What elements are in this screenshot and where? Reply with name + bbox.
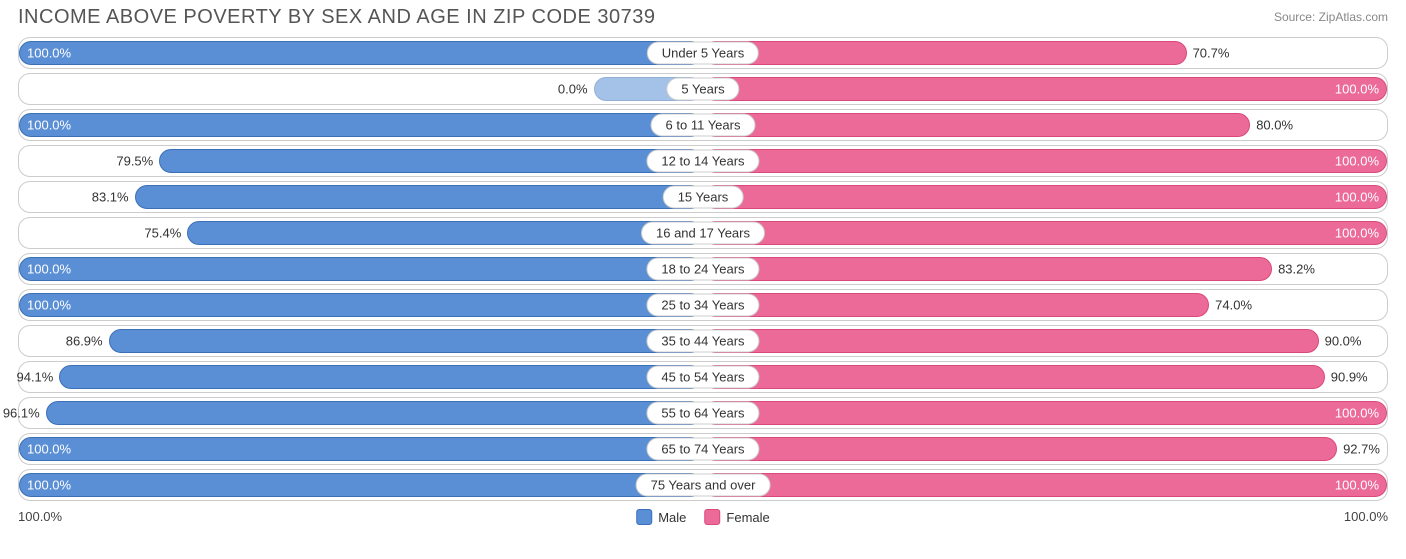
axis-left-label: 100.0% — [18, 509, 62, 524]
legend-female-label: Female — [726, 510, 769, 525]
legend-male: Male — [636, 509, 686, 525]
female-bar — [703, 113, 1250, 137]
male-value-label: 100.0% — [27, 442, 71, 457]
male-value-label: 100.0% — [27, 298, 71, 313]
male-value-label: 79.5% — [116, 154, 153, 169]
chart-row: 79.5% 100.0% 12 to 14 Years — [18, 145, 1388, 177]
category-label: Under 5 Years — [647, 42, 759, 65]
chart-row: 86.9% 90.0% 35 to 44 Years — [18, 325, 1388, 357]
category-label: 16 and 17 Years — [641, 222, 765, 245]
category-label: 15 Years — [663, 186, 744, 209]
female-value-label: 80.0% — [1256, 118, 1293, 133]
male-value-label: 94.1% — [16, 370, 53, 385]
chart-area: 100.0% 70.7% Under 5 Years 0.0% 100.0% 5 Year… — [0, 33, 1406, 501]
male-bar — [19, 473, 703, 497]
legend-female: Female — [704, 509, 769, 525]
male-bar — [135, 185, 703, 209]
chart-title: INCOME ABOVE POVERTY BY SEX AND AGE IN Z… — [18, 6, 655, 29]
female-bar — [703, 77, 1387, 101]
category-label: 55 to 64 Years — [646, 402, 759, 425]
female-bar — [703, 257, 1272, 281]
chart-source: Source: ZipAtlas.com — [1274, 6, 1388, 24]
female-bar — [703, 41, 1187, 65]
chart-row: 0.0% 100.0% 5 Years — [18, 73, 1388, 105]
female-value-label: 100.0% — [1335, 190, 1379, 205]
legend-female-swatch — [704, 509, 720, 525]
axis-row: 100.0% Male Female 100.0% — [0, 505, 1406, 524]
category-label: 12 to 14 Years — [646, 150, 759, 173]
legend-male-label: Male — [658, 510, 686, 525]
chart-row: 100.0% 100.0% 75 Years and over — [18, 469, 1388, 501]
female-value-label: 100.0% — [1335, 154, 1379, 169]
axis-right-label: 100.0% — [1344, 509, 1388, 524]
chart-row: 100.0% 70.7% Under 5 Years — [18, 37, 1388, 69]
female-value-label: 90.0% — [1325, 334, 1362, 349]
chart-row: 94.1% 90.9% 45 to 54 Years — [18, 361, 1388, 393]
chart-row: 75.4% 100.0% 16 and 17 Years — [18, 217, 1388, 249]
male-bar — [46, 401, 703, 425]
category-label: 65 to 74 Years — [646, 438, 759, 461]
female-value-label: 90.9% — [1331, 370, 1368, 385]
category-label: 45 to 54 Years — [646, 366, 759, 389]
category-label: 5 Years — [666, 78, 739, 101]
female-value-label: 100.0% — [1335, 226, 1379, 241]
chart-row: 100.0% 74.0% 25 to 34 Years — [18, 289, 1388, 321]
chart-row: 100.0% 80.0% 6 to 11 Years — [18, 109, 1388, 141]
category-label: 35 to 44 Years — [646, 330, 759, 353]
male-value-label: 100.0% — [27, 478, 71, 493]
female-bar — [703, 365, 1325, 389]
male-bar — [19, 257, 703, 281]
male-bar — [19, 113, 703, 137]
female-value-label: 100.0% — [1335, 478, 1379, 493]
male-bar — [159, 149, 703, 173]
female-value-label: 100.0% — [1335, 82, 1379, 97]
category-label: 18 to 24 Years — [646, 258, 759, 281]
male-bar — [19, 437, 703, 461]
category-label: 75 Years and over — [636, 474, 771, 497]
female-bar — [703, 401, 1387, 425]
chart-row: 100.0% 92.7% 65 to 74 Years — [18, 433, 1388, 465]
female-bar — [703, 437, 1337, 461]
female-bar — [703, 473, 1387, 497]
male-value-label: 100.0% — [27, 262, 71, 277]
female-bar — [703, 293, 1209, 317]
male-bar — [19, 41, 703, 65]
category-label: 25 to 34 Years — [646, 294, 759, 317]
female-bar — [703, 185, 1387, 209]
chart-row: 83.1% 100.0% 15 Years — [18, 181, 1388, 213]
category-label: 6 to 11 Years — [651, 114, 756, 137]
male-bar — [187, 221, 703, 245]
female-bar — [703, 221, 1387, 245]
male-value-label: 96.1% — [3, 406, 40, 421]
male-bar — [19, 293, 703, 317]
male-bar — [59, 365, 703, 389]
legend: Male Female — [636, 509, 770, 525]
female-value-label: 83.2% — [1278, 262, 1315, 277]
male-value-label: 100.0% — [27, 118, 71, 133]
female-value-label: 92.7% — [1343, 442, 1380, 457]
male-value-label: 0.0% — [558, 82, 588, 97]
female-value-label: 70.7% — [1193, 46, 1230, 61]
female-value-label: 100.0% — [1335, 406, 1379, 421]
female-bar — [703, 149, 1387, 173]
female-value-label: 74.0% — [1215, 298, 1252, 313]
female-bar — [703, 329, 1319, 353]
male-value-label: 75.4% — [144, 226, 181, 241]
male-value-label: 83.1% — [92, 190, 129, 205]
chart-row: 100.0% 83.2% 18 to 24 Years — [18, 253, 1388, 285]
male-value-label: 86.9% — [66, 334, 103, 349]
male-value-label: 100.0% — [27, 46, 71, 61]
male-bar — [109, 329, 703, 353]
legend-male-swatch — [636, 509, 652, 525]
chart-row: 96.1%100.0%55 to 64 Years — [18, 397, 1388, 429]
